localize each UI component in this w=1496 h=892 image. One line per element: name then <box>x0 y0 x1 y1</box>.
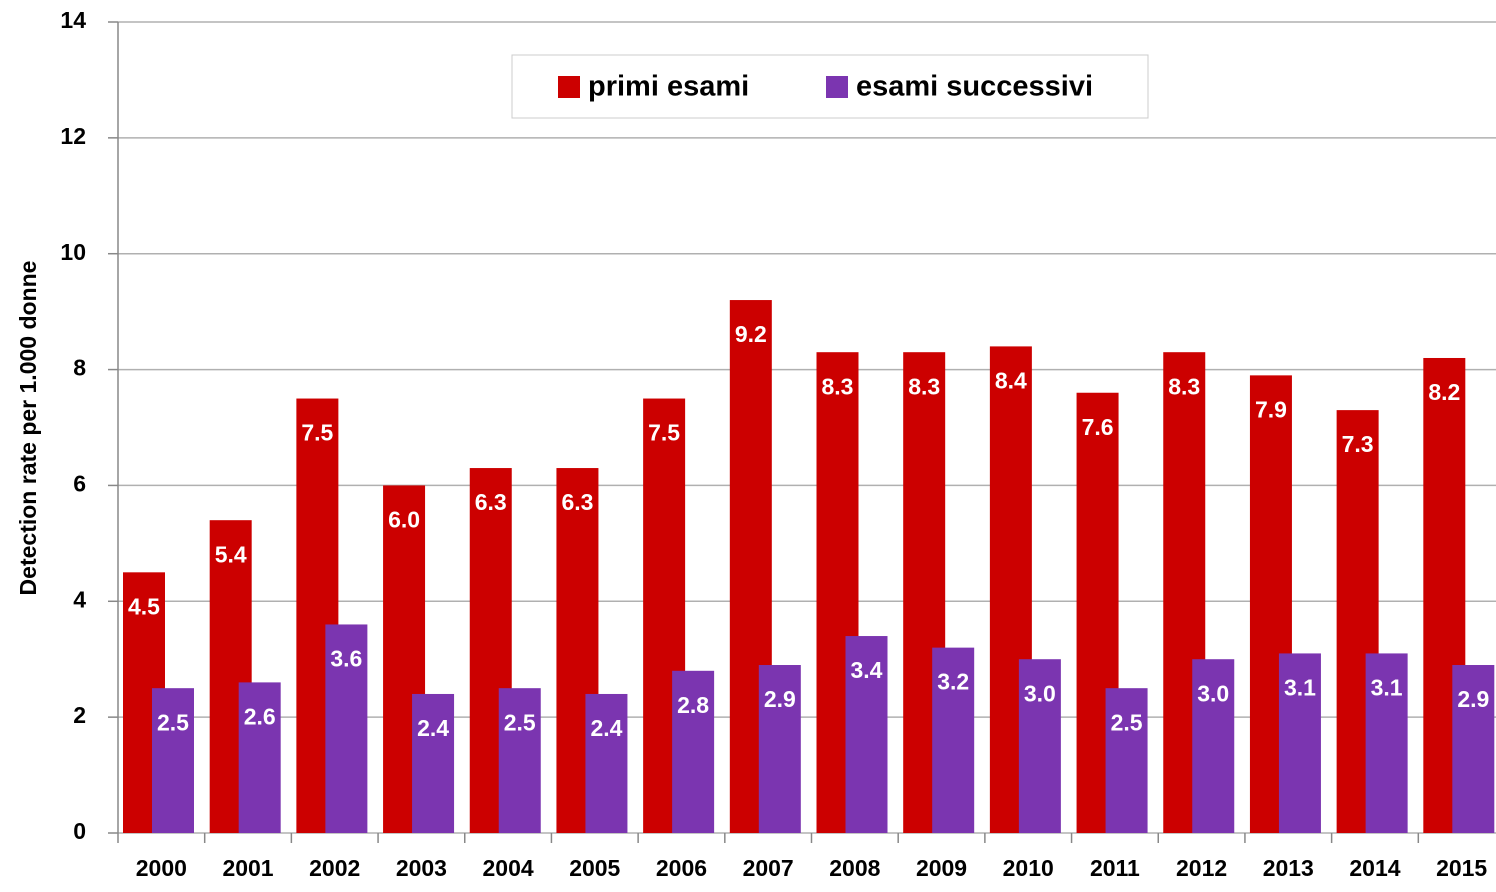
bar <box>1105 688 1148 833</box>
value-label: 3.1 <box>1371 674 1403 700</box>
value-label: 2.6 <box>244 703 276 729</box>
y-tick-label: 10 <box>60 239 86 265</box>
value-label: 2.9 <box>1457 686 1489 712</box>
y-tick-label: 4 <box>73 586 86 612</box>
value-label: 7.6 <box>1082 414 1114 440</box>
value-label: 4.5 <box>128 593 160 619</box>
value-label: 3.6 <box>330 646 362 672</box>
value-label: 2.8 <box>677 692 709 718</box>
x-tick-label: 2006 <box>656 855 707 881</box>
value-label: 8.3 <box>822 373 854 399</box>
bar <box>1365 653 1408 833</box>
bar <box>412 693 455 833</box>
bar <box>1452 665 1495 833</box>
y-tick-label: 0 <box>73 818 86 844</box>
bar <box>845 636 888 833</box>
value-label: 6.3 <box>475 489 507 515</box>
value-label: 3.0 <box>1197 680 1229 706</box>
y-tick-label: 14 <box>60 7 86 33</box>
x-tick-label: 2001 <box>222 855 273 881</box>
x-tick-label: 2004 <box>483 855 534 881</box>
value-label: 8.3 <box>908 373 940 399</box>
x-tick-label: 2013 <box>1263 855 1314 881</box>
value-label: 7.5 <box>648 420 680 446</box>
x-tick-label: 2003 <box>396 855 447 881</box>
bar <box>152 688 194 833</box>
bar <box>672 670 715 833</box>
value-label: 2.5 <box>157 709 189 735</box>
value-label: 2.4 <box>417 715 449 741</box>
x-tick-label: 2008 <box>829 855 880 881</box>
value-label: 8.2 <box>1428 379 1460 405</box>
value-label: 7.3 <box>1342 431 1374 457</box>
legend-swatch <box>558 76 580 98</box>
value-label: 9.2 <box>735 321 767 347</box>
legend-swatch <box>826 76 848 98</box>
bar <box>1278 653 1321 833</box>
x-tick-label: 2007 <box>743 855 794 881</box>
value-label: 7.9 <box>1255 396 1287 422</box>
value-label: 2.5 <box>504 709 536 735</box>
bar <box>238 682 281 833</box>
x-tick-label: 2000 <box>136 855 187 881</box>
x-tick-label: 2015 <box>1436 855 1487 881</box>
value-label: 2.4 <box>590 715 622 741</box>
legend-label: esami successivi <box>856 71 1093 103</box>
x-tick-label: 2014 <box>1349 855 1400 881</box>
bar <box>1192 659 1235 833</box>
value-label: 7.5 <box>301 420 333 446</box>
x-tick-label: 2012 <box>1176 855 1227 881</box>
value-label: 6.3 <box>561 489 593 515</box>
value-label: 2.5 <box>1111 709 1143 735</box>
value-label: 8.3 <box>1168 373 1200 399</box>
y-axis-title: Detection rate per 1.000 donne <box>15 261 41 596</box>
y-tick-label: 2 <box>73 702 86 728</box>
x-tick-label: 2009 <box>916 855 967 881</box>
bar <box>758 665 801 833</box>
y-tick-label: 12 <box>60 123 86 149</box>
bar <box>498 688 541 833</box>
value-label: 3.1 <box>1284 674 1316 700</box>
bar <box>932 647 975 833</box>
value-label: 3.2 <box>937 669 969 695</box>
value-label: 5.4 <box>215 541 247 567</box>
value-label: 8.4 <box>995 367 1027 393</box>
bar <box>585 693 628 833</box>
x-tick-label: 2002 <box>309 855 360 881</box>
value-label: 3.4 <box>851 657 883 683</box>
legend-label: primi esami <box>588 71 749 103</box>
bar <box>325 624 368 833</box>
x-tick-label: 2005 <box>569 855 620 881</box>
y-tick-label: 6 <box>73 471 86 497</box>
bar <box>1018 659 1061 833</box>
value-label: 3.0 <box>1024 680 1056 706</box>
x-tick-label: 2010 <box>1003 855 1054 881</box>
x-tick-label: 2011 <box>1090 855 1140 881</box>
value-label: 6.0 <box>388 507 420 533</box>
y-tick-label: 8 <box>73 355 86 381</box>
value-label: 2.9 <box>764 686 796 712</box>
